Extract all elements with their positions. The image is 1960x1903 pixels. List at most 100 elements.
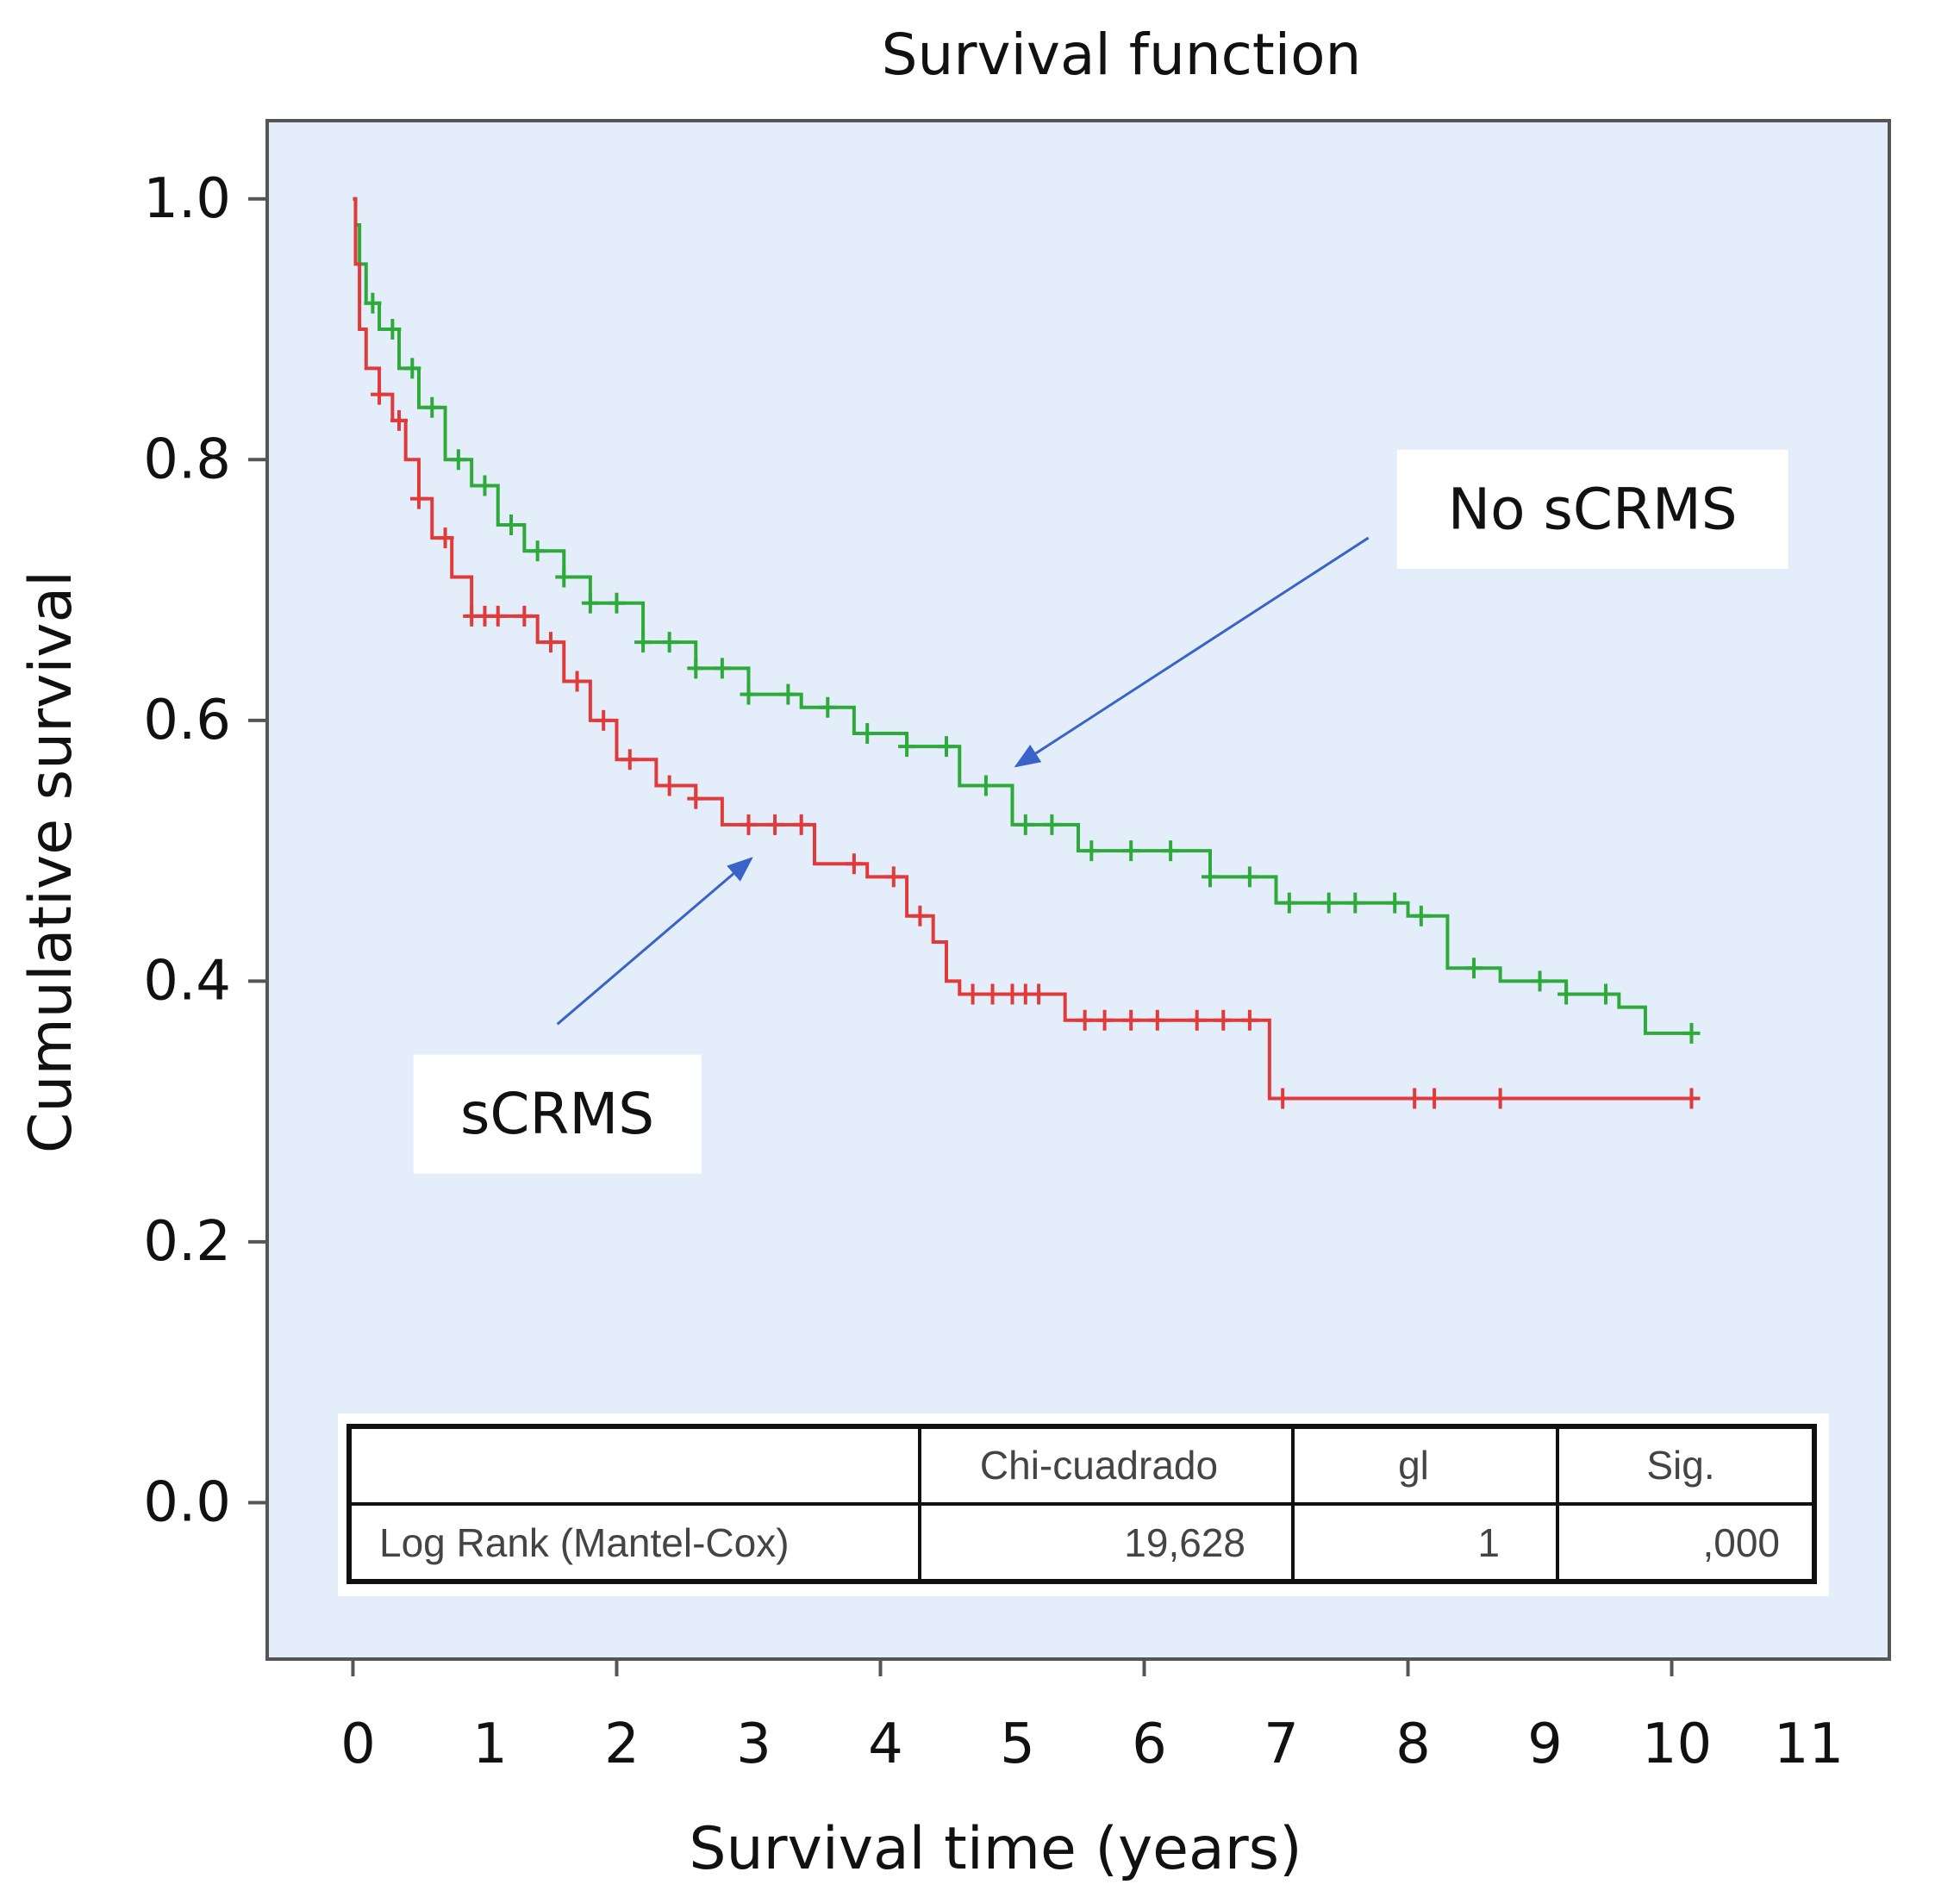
arrow-scrms (556, 857, 753, 1026)
table-value-chi: 19,628 (1124, 1520, 1245, 1565)
censor-mark (1240, 866, 1258, 888)
y-tick-label: 0.0 (143, 1470, 231, 1534)
censor-mark (1386, 892, 1404, 914)
censor-mark (409, 488, 428, 509)
censor-mark (1188, 1009, 1206, 1031)
censor-mark (1406, 1088, 1424, 1109)
censor-mark (1465, 958, 1483, 979)
table-row-label: Log Rank (Mantel-Cox) (379, 1520, 790, 1565)
table-header-sig: Sig. (1646, 1443, 1714, 1488)
censor-mark (1148, 1009, 1166, 1031)
x-axis-label: Survival time (years) (689, 1815, 1301, 1883)
x-tick-label: 7 (1264, 1713, 1299, 1776)
y-axis-label: Cumulative survival (17, 571, 85, 1153)
x-tick-label: 8 (1395, 1713, 1431, 1776)
censor-mark (449, 449, 467, 471)
censor-mark (608, 592, 626, 614)
x-tick-label: 4 (868, 1713, 903, 1776)
y-tick-label: 0.4 (143, 949, 231, 1013)
arrow-no-scrms (1014, 536, 1370, 768)
censor-mark (740, 683, 758, 705)
plot-area (265, 119, 1891, 1661)
callout-no-scrms: No sCRMS (1448, 476, 1738, 542)
series-layer (353, 197, 1701, 1109)
censor-mark (779, 683, 797, 705)
table-header-chi: Chi-cuadrado (980, 1443, 1218, 1488)
censor-mark (937, 736, 955, 758)
x-tick-label: 11 (1774, 1713, 1844, 1776)
censor-mark (1083, 840, 1101, 862)
censor-mark (911, 905, 929, 927)
censor-mark (766, 814, 784, 835)
censor-mark (489, 605, 507, 627)
censor-mark (713, 658, 731, 679)
censor-mark (621, 749, 639, 771)
x-tick-label: 10 (1642, 1713, 1712, 1776)
censor-mark (1320, 892, 1338, 914)
censor-mark (502, 514, 521, 535)
censor-mark (384, 319, 402, 340)
censor-mark (1682, 1022, 1701, 1044)
censor-mark (1202, 866, 1220, 888)
censor-mark (792, 814, 810, 835)
censor-mark (403, 358, 421, 379)
x-tick-label: 3 (736, 1713, 771, 1776)
censor-mark (1030, 983, 1048, 1005)
callout-box-scrms (413, 1054, 702, 1174)
censor-mark (555, 566, 573, 588)
censor-mark (515, 605, 534, 627)
censor-mark (1043, 814, 1061, 835)
x-tick-label: 9 (1527, 1713, 1563, 1776)
censor-mark (1426, 1088, 1444, 1109)
censor-mark (1412, 905, 1430, 927)
table-value-sig: ,000 (1702, 1520, 1780, 1565)
y-tick-label: 0.6 (143, 689, 231, 752)
censor-mark (1557, 983, 1576, 1005)
censor-mark (436, 527, 454, 549)
censor-mark (1122, 840, 1140, 862)
table-value-gl: 1 (1477, 1520, 1500, 1565)
censor-mark (595, 709, 613, 731)
censor-mark (1214, 1009, 1233, 1031)
x-tick-label: 6 (1132, 1713, 1167, 1776)
censor-mark (364, 292, 382, 314)
censor-mark (845, 853, 863, 875)
censor-mark (977, 775, 995, 796)
censor-mark (528, 540, 546, 562)
censor-mark (541, 632, 559, 653)
censor-mark (1162, 840, 1180, 862)
censor-mark (660, 632, 678, 653)
censor-mark (390, 409, 409, 431)
censor-mark (884, 866, 902, 888)
y-ticks: 0.0 0.2 0.4 0.6 0.8 1.0 (143, 167, 267, 1534)
censor-mark (1274, 1088, 1292, 1109)
censor-mark (1240, 1009, 1258, 1031)
censor-mark (371, 384, 389, 405)
censor-mark (983, 983, 1002, 1005)
censor-mark (687, 658, 705, 679)
censor-mark (1682, 1088, 1701, 1109)
censor-mark (1016, 814, 1034, 835)
censor-mark (581, 592, 599, 614)
series-line-no-scrms (353, 197, 1692, 1035)
censor-mark (634, 632, 652, 653)
censor-mark (1076, 1009, 1094, 1031)
censor-mark (1095, 1009, 1114, 1031)
censor-mark (858, 722, 877, 744)
censor-mark (687, 788, 705, 809)
x-tick-label: 2 (604, 1713, 640, 1776)
censor-mark (476, 475, 494, 496)
censor-mark (1531, 970, 1549, 992)
censor-mark (1122, 1009, 1140, 1031)
y-tick-label: 1.0 (143, 167, 231, 231)
censor-mark (568, 671, 586, 692)
y-tick-label: 0.2 (143, 1210, 231, 1274)
x-ticks: 0 1 2 3 4 5 6 7 8 9 10 11 (340, 1659, 1844, 1776)
callout-box-no-scrms (1396, 449, 1788, 569)
table-header-gl: gl (1398, 1443, 1429, 1488)
callout-scrms: sCRMS (460, 1081, 654, 1147)
censor-mark (740, 814, 758, 835)
log-rank-table: Chi-cuadrado gl Sig. Log Rank (Mantel-Co… (338, 1413, 1829, 1596)
x-tick-label: 1 (472, 1713, 508, 1776)
